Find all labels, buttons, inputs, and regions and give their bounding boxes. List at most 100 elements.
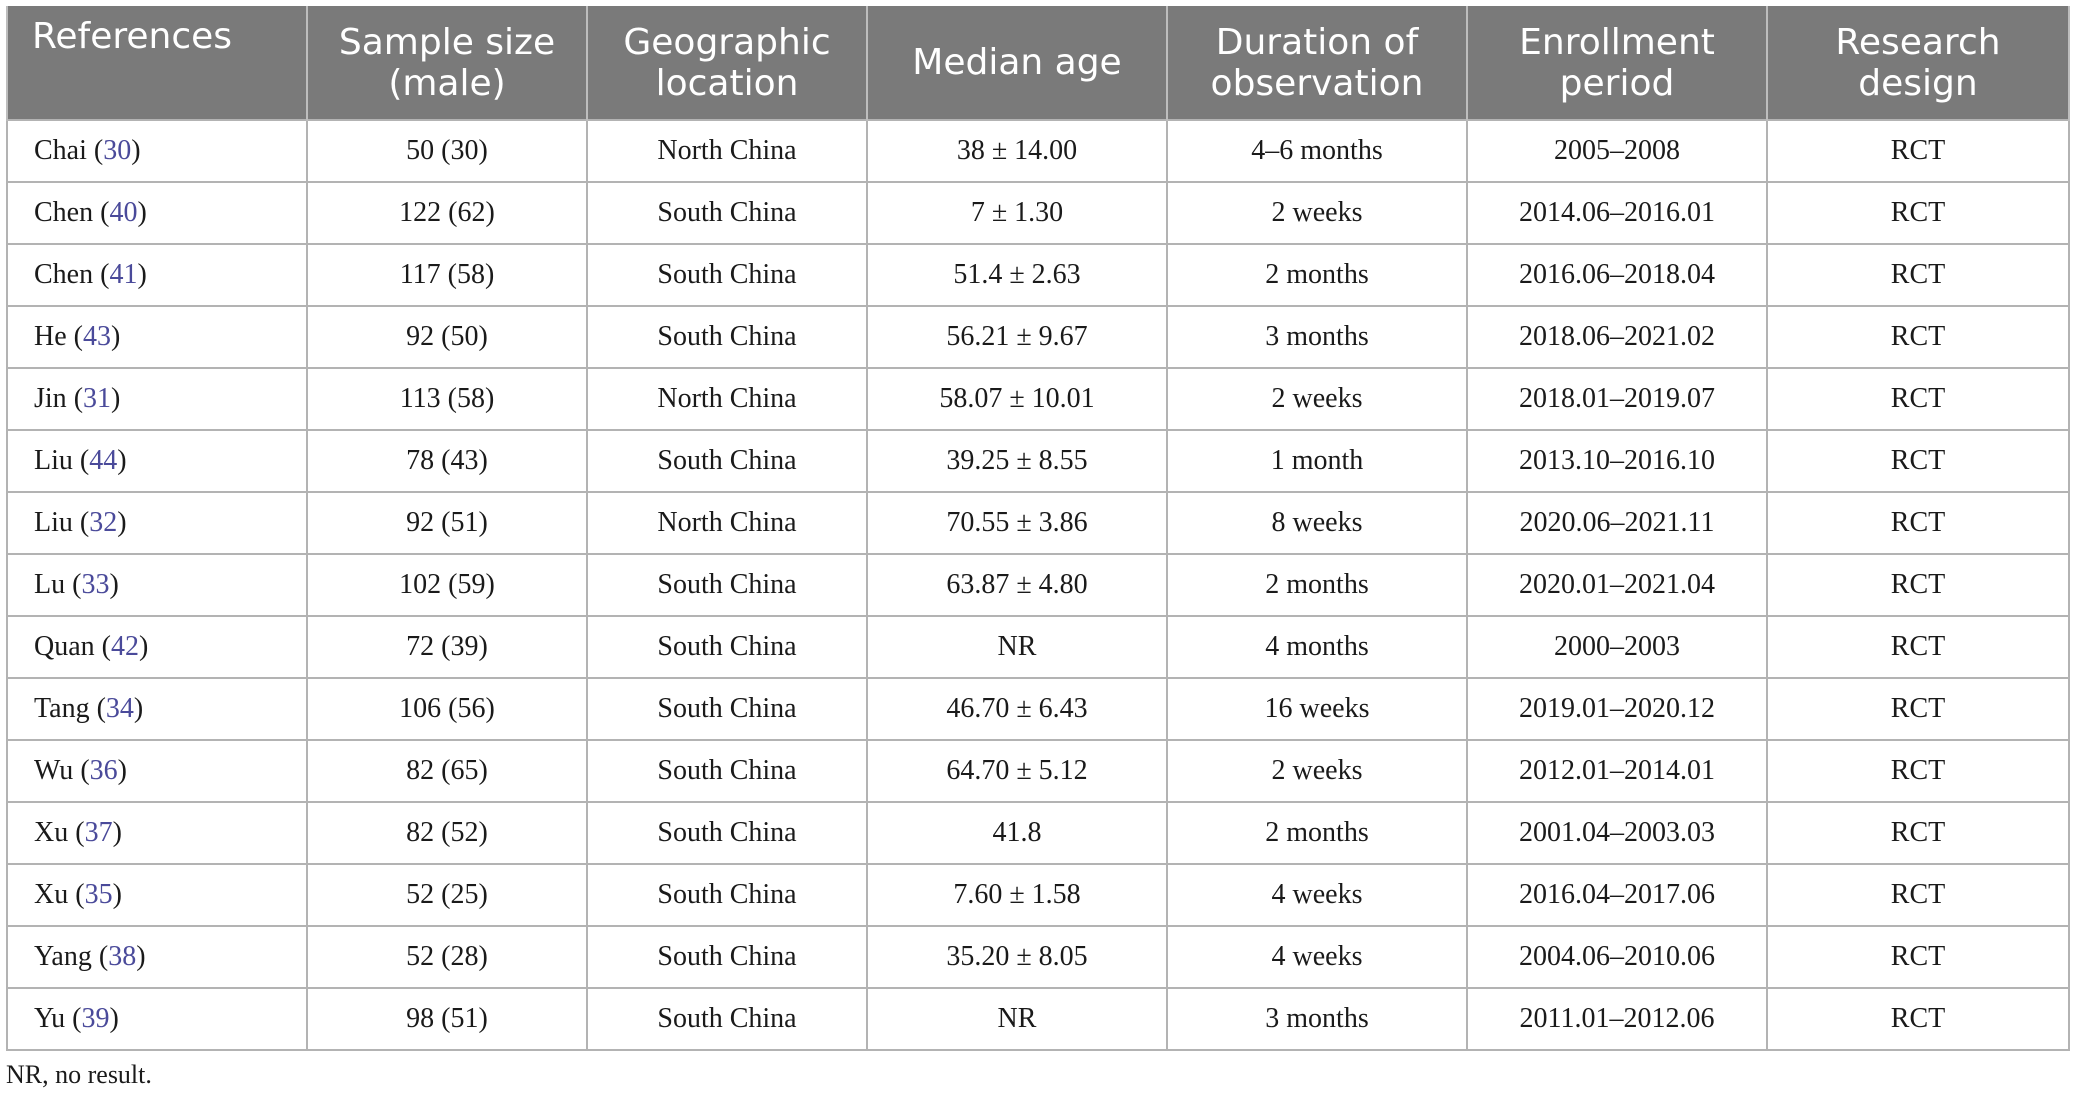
reference-citation-link[interactable]: 43 — [82, 321, 111, 352]
cell-research-design: RCT — [1766, 677, 2070, 741]
reference-author: Tang — [34, 693, 90, 724]
cell-reference: Yu (39) — [6, 987, 308, 1051]
cell-reference: Wu (36) — [6, 739, 308, 803]
cell-sample-size: 72 (39) — [306, 615, 588, 679]
cell-research-design: RCT — [1766, 305, 2070, 369]
table-row: Yang (38) 52 (28) South China 35.20 ± 8.05 4… — [6, 925, 2070, 989]
reference-citation-link[interactable]: 40 — [109, 197, 138, 228]
cell-reference: Chen (40) — [6, 181, 308, 245]
cell-duration: 2 months — [1166, 553, 1468, 617]
cell-enrollment-period: 2019.01–2020.12 — [1466, 677, 1768, 741]
cell-duration: 3 months — [1166, 305, 1468, 369]
cell-median-age: 46.70 ± 6.43 — [866, 677, 1168, 741]
cell-sample-size: 98 (51) — [306, 987, 588, 1051]
studies-table-container: References Sample size (male) Geographic… — [6, 6, 2070, 1051]
cell-research-design: RCT — [1766, 925, 2070, 989]
cell-research-design: RCT — [1766, 491, 2070, 555]
reference-citation-link[interactable]: 30 — [103, 135, 132, 166]
table-row: Liu (44) 78 (43) South China 39.25 ± 8.55 1 … — [6, 429, 2070, 493]
header-enrollment-period: Enrollment period — [1466, 6, 1768, 120]
cell-reference: Xu (35) — [6, 863, 308, 927]
table-row: Xu (37) 82 (52) South China 41.8 2 months 200… — [6, 801, 2070, 865]
cell-research-design: RCT — [1766, 553, 2070, 617]
cell-duration: 2 months — [1166, 801, 1468, 865]
cell-geographic-location: North China — [586, 119, 868, 183]
cell-reference: Tang (34) — [6, 677, 308, 741]
header-sample-size: Sample size (male) — [306, 6, 588, 120]
table-row: Tang (34) 106 (56) South China 46.70 ± 6.43… — [6, 677, 2070, 741]
reference-citation-link[interactable]: 35 — [84, 879, 113, 910]
table-row: Chen (40) 122 (62) South China 7 ± 1.30 2 we… — [6, 181, 2070, 245]
reference-citation-link[interactable]: 37 — [84, 817, 113, 848]
table-header-row: References Sample size (male) Geographic… — [6, 6, 2070, 120]
cell-duration: 2 weeks — [1166, 367, 1468, 431]
reference-author: Quan — [34, 631, 95, 662]
cell-enrollment-period: 2005–2008 — [1466, 119, 1768, 183]
table-row: Chai (30) 50 (30) North China 38 ± 14.00 4–6… — [6, 119, 2070, 183]
cell-duration: 1 month — [1166, 429, 1468, 493]
cell-sample-size: 122 (62) — [306, 181, 588, 245]
reference-citation-link[interactable]: 39 — [81, 1003, 110, 1034]
cell-sample-size: 106 (56) — [306, 677, 588, 741]
cell-sample-size: 52 (28) — [306, 925, 588, 989]
reference-author: Jin — [34, 383, 67, 414]
cell-sample-size: 117 (58) — [306, 243, 588, 307]
cell-duration: 2 weeks — [1166, 739, 1468, 803]
cell-sample-size: 92 (50) — [306, 305, 588, 369]
reference-citation-link[interactable]: 42 — [110, 631, 139, 662]
cell-sample-size: 52 (25) — [306, 863, 588, 927]
table-row: Quan (42) 72 (39) South China NR 4 months 200… — [6, 615, 2070, 679]
reference-author: Chen — [34, 197, 94, 228]
cell-reference: Chai (30) — [6, 119, 308, 183]
cell-sample-size: 92 (51) — [306, 491, 588, 555]
cell-enrollment-period: 2020.06–2021.11 — [1466, 491, 1768, 555]
reference-citation-link[interactable]: 31 — [83, 383, 112, 414]
cell-enrollment-period: 2011.01–2012.06 — [1466, 987, 1768, 1051]
header-median-age: Median age — [866, 6, 1168, 120]
cell-median-age: 7 ± 1.30 — [866, 181, 1168, 245]
cell-enrollment-period: 2018.06–2021.02 — [1466, 305, 1768, 369]
reference-citation-link[interactable]: 38 — [108, 941, 137, 972]
table-row: Jin (31) 113 (58) North China 58.07 ± 10.01… — [6, 367, 2070, 431]
cell-duration: 16 weeks — [1166, 677, 1468, 741]
header-geographic-location: Geographic location — [586, 6, 868, 120]
cell-geographic-location: South China — [586, 801, 868, 865]
cell-geographic-location: South China — [586, 987, 868, 1051]
cell-enrollment-period: 2013.10–2016.10 — [1466, 429, 1768, 493]
reference-citation-link[interactable]: 33 — [81, 569, 110, 600]
cell-sample-size: 50 (30) — [306, 119, 588, 183]
cell-enrollment-period: 2020.01–2021.04 — [1466, 553, 1768, 617]
reference-author: He — [34, 321, 67, 352]
cell-median-age: 39.25 ± 8.55 — [866, 429, 1168, 493]
cell-geographic-location: North China — [586, 367, 868, 431]
reference-citation-link[interactable]: 32 — [89, 507, 118, 538]
cell-duration: 4 weeks — [1166, 925, 1468, 989]
cell-research-design: RCT — [1766, 863, 2070, 927]
reference-author: Yu — [34, 1003, 66, 1034]
reference-citation-link[interactable]: 34 — [105, 693, 134, 724]
reference-citation-link[interactable]: 36 — [89, 755, 118, 786]
cell-reference: Liu (44) — [6, 429, 308, 493]
cell-duration: 4 months — [1166, 615, 1468, 679]
cell-enrollment-period: 2000–2003 — [1466, 615, 1768, 679]
header-duration: Duration of observation — [1166, 6, 1468, 120]
cell-research-design: RCT — [1766, 987, 2070, 1051]
cell-median-age: 41.8 — [866, 801, 1168, 865]
cell-research-design: RCT — [1766, 367, 2070, 431]
cell-geographic-location: South China — [586, 677, 868, 741]
reference-author: Liu — [34, 507, 73, 538]
cell-geographic-location: South China — [586, 615, 868, 679]
cell-median-age: 56.21 ± 9.67 — [866, 305, 1168, 369]
cell-median-age: 63.87 ± 4.80 — [866, 553, 1168, 617]
cell-enrollment-period: 2012.01–2014.01 — [1466, 739, 1768, 803]
cell-reference: Jin (31) — [6, 367, 308, 431]
cell-median-age: 35.20 ± 8.05 — [866, 925, 1168, 989]
reference-citation-link[interactable]: 44 — [89, 445, 118, 476]
cell-sample-size: 82 (65) — [306, 739, 588, 803]
cell-reference: Liu (32) — [6, 491, 308, 555]
cell-reference: He (43) — [6, 305, 308, 369]
reference-citation-link[interactable]: 41 — [109, 259, 138, 290]
cell-duration: 2 weeks — [1166, 181, 1468, 245]
cell-median-age: 58.07 ± 10.01 — [866, 367, 1168, 431]
cell-geographic-location: South China — [586, 243, 868, 307]
